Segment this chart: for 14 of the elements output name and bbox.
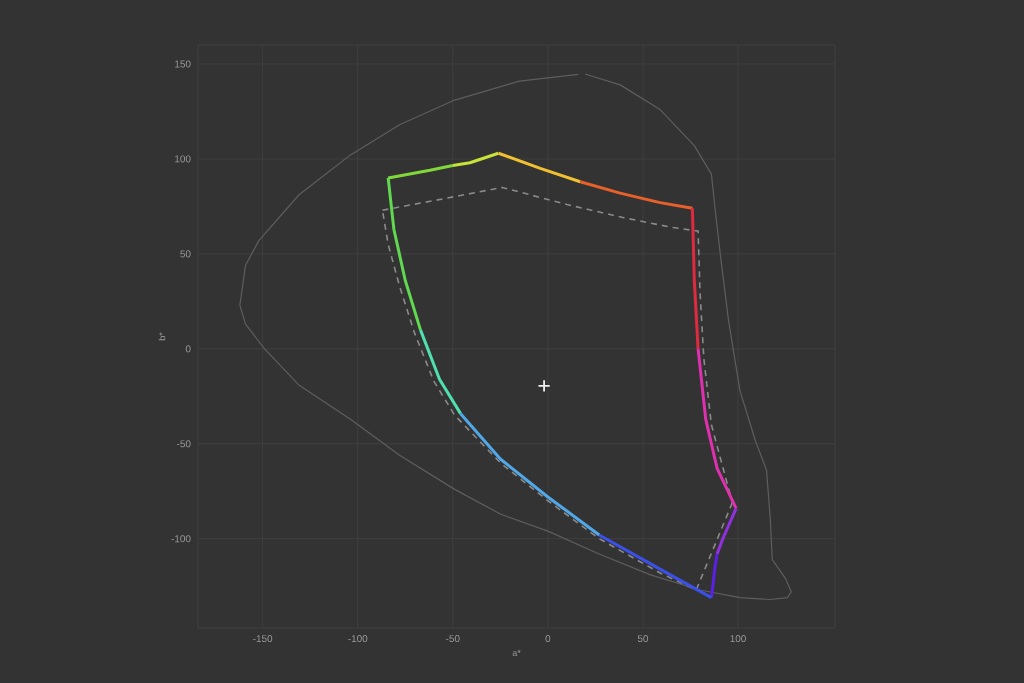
y-tick-label: 100 xyxy=(175,155,191,163)
x-tick-label: 0 xyxy=(545,635,551,643)
x-tick-label: 50 xyxy=(637,635,649,643)
y-tick-label: 150 xyxy=(175,60,191,68)
x-axis-title: a* xyxy=(512,649,521,657)
y-tick-label: 0 xyxy=(185,345,191,353)
x-tick-label: 100 xyxy=(730,635,746,643)
x-tick-label: -150 xyxy=(253,635,273,643)
y-axis-title: b* xyxy=(158,332,166,341)
y-tick-label: 50 xyxy=(180,250,191,258)
y-tick-label: -50 xyxy=(177,440,191,448)
y-tick-label: -100 xyxy=(171,535,191,543)
x-tick-label: -100 xyxy=(348,635,368,643)
x-tick-label: -50 xyxy=(446,635,460,643)
